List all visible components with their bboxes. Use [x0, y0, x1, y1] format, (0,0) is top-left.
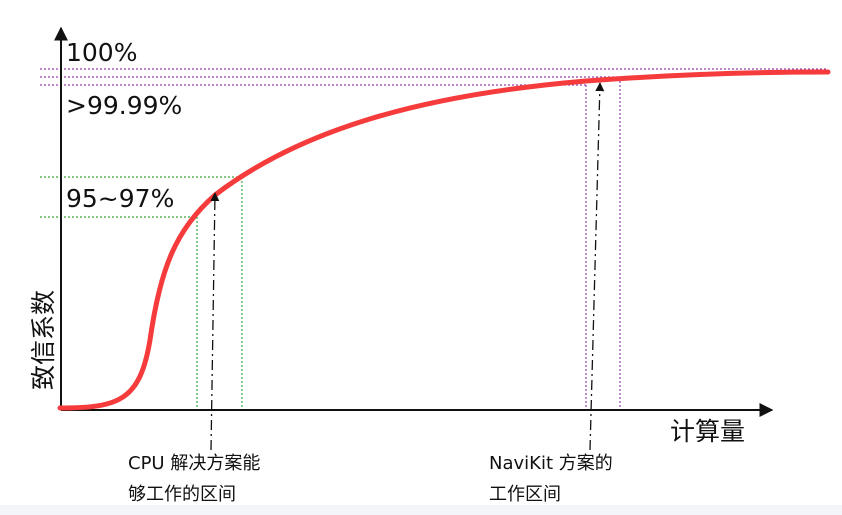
mid-level-guides	[40, 176, 243, 410]
high-level-guides	[40, 68, 828, 410]
bottom-background-strip	[0, 505, 842, 515]
y-axis-label: 致信系数	[29, 290, 58, 390]
annotation-arrows	[210, 82, 605, 451]
label-9999-percent: >99.99%	[66, 91, 182, 120]
cpu-arrow	[210, 192, 220, 451]
navikit-arrow	[589, 82, 605, 451]
navikit-annotation-line2: 工作区间	[489, 484, 561, 505]
label-95-97-percent: 95~97%	[66, 184, 174, 213]
cpu-annotation-line2: 够工作的区间	[128, 484, 236, 505]
label-100-percent: 100%	[66, 38, 137, 67]
navikit-annotation-line1: NaviKit 方案的	[489, 453, 613, 474]
axes	[54, 26, 774, 417]
cpu-annotation-line1: CPU 解决方案能	[128, 453, 260, 474]
confidence-curve	[57, 69, 831, 411]
x-axis-label: 计算量	[670, 417, 745, 446]
